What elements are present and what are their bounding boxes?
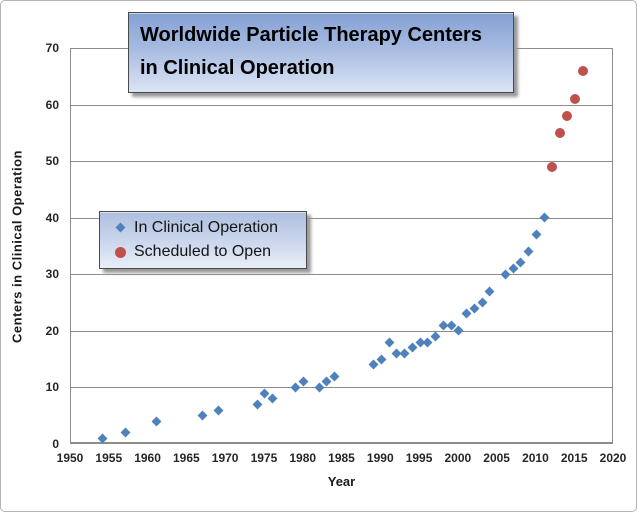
legend-item-scheduled-to-open: Scheduled to Open: [115, 243, 306, 261]
legend-label: In Clinical Operation: [134, 218, 279, 236]
gridline-y-40: [71, 217, 612, 219]
data-point-operation-1991: [384, 337, 394, 348]
data-point-operation-2008: [515, 258, 526, 268]
legend-item-in-clinical-operation: In Clinical Operation: [115, 219, 306, 237]
data-point-operation-1990: [376, 354, 387, 365]
y-tick-label-40: 40: [45, 210, 59, 225]
data-point-operation-1974: [252, 399, 263, 410]
data-point-operation-2004: [484, 286, 495, 297]
data-point-operation-1993: [399, 348, 410, 359]
data-point-operation-1954: [97, 433, 107, 444]
y-tick-label-30: 30: [45, 267, 59, 282]
y-tick-label-20: 20: [45, 323, 59, 338]
x-tick-label-1990: 1990: [366, 451, 394, 465]
x-tick-label-2005: 2005: [483, 451, 510, 465]
gridline-y-20: [71, 330, 612, 332]
data-point-operation-1957: [120, 427, 131, 438]
gridline-y-50: [71, 161, 612, 163]
data-point-scheduled-2014: [562, 110, 573, 121]
y-tick-label-70: 70: [45, 41, 59, 55]
chart-title-line-2: in Clinical Operation: [140, 57, 335, 79]
y-tick-label-10: 10: [45, 380, 59, 395]
x-tick-label-1975: 1975: [250, 451, 278, 465]
data-point-scheduled-2016: [577, 65, 588, 76]
x-tick-label-1970: 1970: [211, 451, 239, 465]
data-point-operation-1980: [298, 376, 309, 387]
x-tick-label-1955: 1955: [95, 451, 123, 465]
gridline-y-10: [71, 387, 612, 389]
legend-label: Scheduled to Open: [134, 243, 271, 261]
red-circle-icon: [115, 246, 126, 258]
y-tick-label-60: 60: [45, 97, 59, 112]
data-point-operation-1982: [314, 382, 325, 393]
x-tick-label-2020: 2020: [599, 451, 627, 465]
data-point-operation-1967: [197, 410, 208, 421]
data-point-operation-2000: [453, 325, 464, 336]
x-tick-label-1995: 1995: [405, 451, 433, 465]
gridline-y-60: [71, 104, 612, 106]
data-point-operation-1969: [213, 405, 224, 415]
data-point-operation-1976: [267, 393, 278, 404]
data-point-operation-1994: [407, 342, 418, 353]
y-axis-title: Centers in Clinical Operation: [9, 150, 25, 343]
data-point-scheduled-2013: [554, 127, 565, 138]
data-point-operation-2003: [477, 297, 488, 308]
x-tick-label-1960: 1960: [134, 451, 161, 465]
x-tick-label-2000: 2000: [444, 451, 472, 465]
x-tick-label-1985: 1985: [328, 451, 355, 465]
data-point-operation-2007: [508, 263, 519, 274]
data-point-operation-2009: [523, 246, 534, 257]
data-point-operation-2010: [531, 229, 542, 240]
data-point-operation-2002: [469, 303, 480, 314]
data-point-operation-1979: [291, 382, 301, 393]
blue-diamond-icon: [115, 222, 126, 233]
x-tick-label-2010: 2010: [522, 451, 549, 465]
data-point-operation-1989: [368, 359, 379, 370]
data-point-scheduled-2012: [546, 161, 557, 172]
chart-title-line-1: Worldwide Particle Therapy Centers: [140, 24, 482, 46]
legend: In Clinical Operation Scheduled to Open: [99, 211, 307, 269]
y-tick-label-50: 50: [45, 154, 59, 169]
chart-title-box: Worldwide Particle Therapy Centers in Cl…: [128, 12, 514, 93]
x-tick-label-1965: 1965: [172, 451, 200, 465]
data-point-operation-2001: [461, 308, 472, 319]
data-point-operation-1984: [329, 371, 340, 382]
x-axis-title: Year: [327, 474, 356, 489]
data-point-operation-1961: [151, 416, 162, 427]
data-point-operation-2011: [539, 212, 550, 223]
data-point-operation-2006: [500, 269, 511, 280]
x-tick-label-1980: 1980: [289, 451, 317, 465]
x-tick-label-2015: 2015: [560, 451, 588, 465]
data-point-operation-1996: [422, 337, 433, 348]
gridline-y-30: [71, 274, 612, 276]
x-tick-label-1950: 1950: [56, 451, 84, 465]
data-point-operation-1997: [430, 331, 441, 342]
y-tick-label-0: 0: [52, 437, 59, 451]
data-point-scheduled-2015: [570, 93, 581, 104]
